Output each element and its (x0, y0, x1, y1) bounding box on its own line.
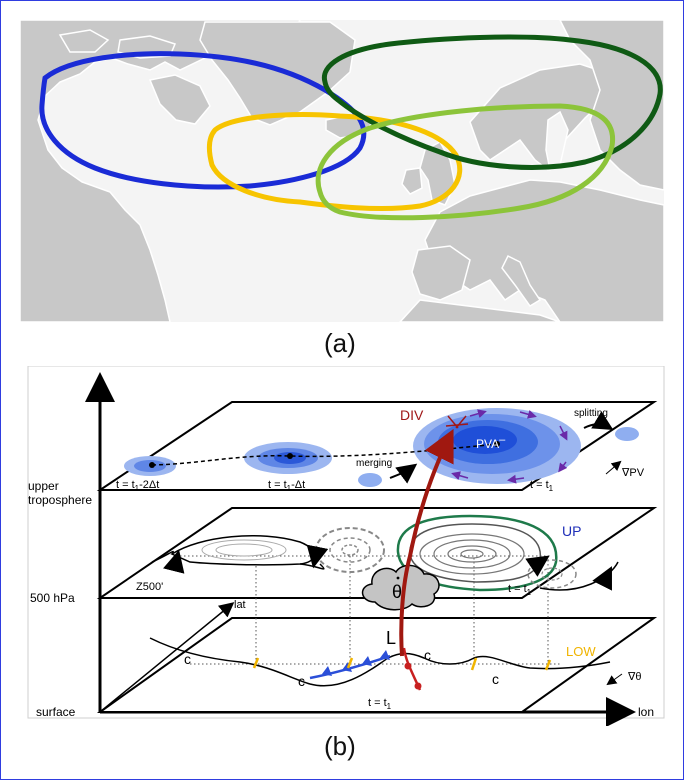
splitting-label: splitting (574, 408, 608, 419)
lon-axis-label: lon (638, 705, 654, 719)
wind-arrows-mid (163, 544, 612, 591)
panel-a-caption: (a) (324, 328, 356, 358)
warm-front-dot (404, 662, 412, 670)
merging-arrow (389, 463, 418, 484)
div-star-icon (445, 415, 469, 429)
theta-dot-icon (396, 576, 400, 580)
greenland-land (199, 21, 356, 126)
mid-plane (96, 507, 658, 599)
mid-level-label: 500 hPa (30, 591, 75, 605)
trajectory-point (149, 462, 155, 468)
ireland-land (401, 167, 423, 195)
time-label-a: t = t1-2Δt (116, 479, 159, 493)
upper-level-label-2: troposphere (28, 493, 92, 507)
panel-a-map (19, 19, 665, 323)
time-label-b: t = t1-Δt (268, 479, 305, 493)
theta-dot-label: θ (392, 582, 402, 602)
lat-axis-label: lat (234, 599, 246, 611)
svg-text:c: c (298, 673, 305, 689)
circulation-arrows (451, 409, 568, 484)
britain-land (419, 140, 456, 206)
ascent-arrow (399, 428, 454, 657)
time-label-c: t = t1 (530, 479, 554, 493)
up-label: UP (562, 523, 581, 539)
cloud-icon (361, 564, 440, 611)
pv-gradient-arrow (605, 460, 622, 475)
baffin-island (148, 74, 211, 125)
svg-text:c: c (424, 647, 431, 663)
low-label: LOW (566, 644, 596, 659)
wind-arrows-surface (252, 657, 552, 671)
arctic-island (58, 29, 110, 53)
panel-b-caption: (b) (324, 731, 356, 761)
light-green-contour (315, 103, 616, 221)
z500-label: Z500' (136, 581, 163, 593)
surface-front-line (149, 637, 611, 687)
dark-green-contour (321, 34, 663, 170)
dotted-guides (180, 555, 560, 668)
pva-label: PVA– (476, 434, 506, 451)
svg-text:c: c (184, 651, 191, 667)
mid-time-label: t = t1 (508, 583, 532, 597)
lat-axis (99, 602, 235, 713)
cyclone-symbols: c c c c (184, 647, 499, 689)
panel-b-frame (27, 366, 665, 719)
theta-gradient-arrow (606, 673, 623, 686)
splitting-arrow (583, 411, 614, 431)
cold-front-triangles (322, 650, 390, 676)
svg-text:c: c (492, 671, 499, 687)
trajectory-point (494, 441, 500, 447)
blue-contour (39, 51, 367, 190)
div-label: DIV (400, 407, 424, 423)
warm-front-dot (414, 682, 422, 690)
yellow-contour (206, 112, 463, 212)
land-masses (19, 19, 665, 323)
upper-level-label-1: upper (28, 479, 59, 493)
trajectory-point (287, 453, 293, 459)
low-marker-L: L (386, 628, 396, 648)
pv-gradient-label: ∇PV (621, 467, 645, 479)
africa-land (398, 299, 561, 323)
merging-label: merging (356, 458, 392, 469)
iberia-land (411, 245, 471, 301)
surface-time-label: t = t1 (368, 697, 392, 711)
surface-level-label: surface (36, 705, 76, 719)
panel-b-schematic: upper troposphere 500 hPa surface lat lo… (27, 366, 665, 726)
italy-land (501, 254, 542, 307)
russia-land (558, 19, 665, 191)
theta-gradient-label: ∇θ (627, 671, 641, 683)
